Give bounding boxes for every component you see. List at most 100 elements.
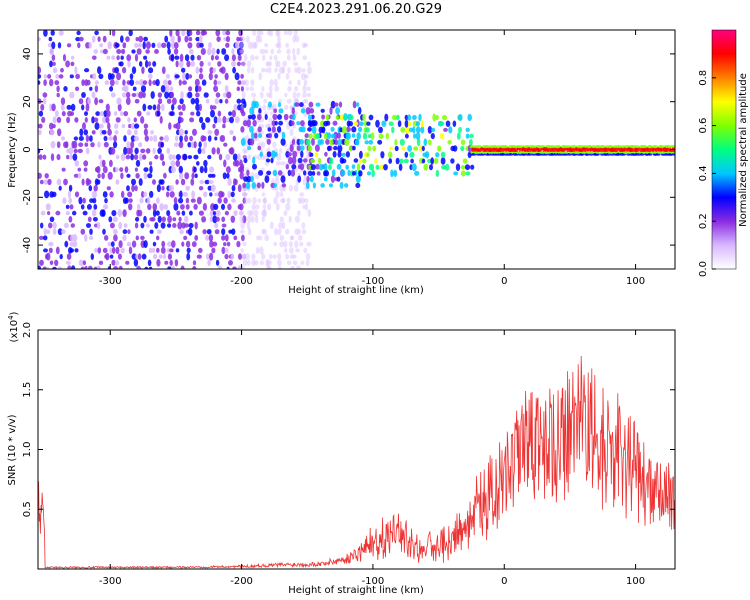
spectrogram-cell <box>247 41 253 50</box>
spectrogram-cell <box>153 135 158 142</box>
spectrogram-cell <box>128 246 133 255</box>
spectrogram-cell <box>167 241 172 247</box>
spectrogram-cell <box>285 203 291 211</box>
spectrogram-cell <box>366 121 371 126</box>
spectrogram-cell <box>160 85 166 93</box>
spectrogram-cell <box>173 48 179 55</box>
spectrogram-cell <box>163 79 168 86</box>
spectrogram-cell <box>237 153 241 161</box>
spectrogram-cell <box>190 61 196 67</box>
spectrogram-cell <box>240 137 246 146</box>
spectrogram-cell <box>290 120 295 126</box>
spectrogram-cell <box>142 91 146 99</box>
spectrogram-cell <box>266 170 272 176</box>
spectrogram-cell <box>391 126 395 134</box>
spectrogram-cell <box>213 85 219 93</box>
spectrogram-cell <box>38 110 44 117</box>
spectrogram-cell <box>324 170 329 177</box>
spectrogram-cell <box>126 141 131 149</box>
spectrogram-cell <box>166 73 170 79</box>
spectrogram-cell <box>177 104 182 111</box>
spectrogram-cell <box>270 48 275 55</box>
spectrogram-cell <box>52 221 57 230</box>
snr-scale-close: ) <box>9 311 20 315</box>
spectrogram-cell <box>303 198 309 203</box>
spectrogram-cell <box>101 209 106 217</box>
spectrogram-cell <box>179 98 184 105</box>
spectrogram-cell <box>210 54 215 61</box>
spectrogram-cell <box>161 42 167 48</box>
spectrogram-cell <box>331 169 336 177</box>
spectrogram-cell <box>125 260 130 265</box>
spectrogram-cell <box>255 246 260 254</box>
spectrogram-cell <box>305 259 310 266</box>
spectrogram-cell <box>133 129 138 136</box>
spectrogram-cell <box>268 133 273 139</box>
spectrogram-cell <box>300 108 306 114</box>
spectrogram-cell <box>286 260 292 265</box>
spectrogram-cell <box>201 79 207 86</box>
spectrogram-cell <box>89 228 93 235</box>
spectrogram-cell <box>118 221 123 230</box>
spectrogram-cell <box>67 190 71 199</box>
spectrogram-cell <box>66 116 71 124</box>
x-tick-label: 0 <box>501 276 507 287</box>
spectrogram-cell <box>46 229 51 234</box>
spectrogram-cell <box>511 145 517 149</box>
spectrogram-cell <box>90 253 95 260</box>
spectrogram-cell <box>308 120 314 128</box>
spectrogram-cell <box>40 104 45 111</box>
spectrogram-cell <box>215 216 220 222</box>
spectrogram-cell <box>86 179 92 185</box>
spectrogram-cell <box>211 47 216 56</box>
spectrogram-cell <box>276 153 282 161</box>
spectrogram-cell <box>378 126 383 134</box>
spectrogram-cell <box>76 30 81 36</box>
spectrogram-cell <box>157 147 162 154</box>
spectrogram-cell <box>266 92 271 98</box>
spectrogram-cell <box>189 135 194 142</box>
spectrogram-cell <box>214 55 219 61</box>
spectrogram-cell <box>396 114 400 121</box>
spectrogram-cell <box>378 133 384 139</box>
spectrogram-cell <box>214 222 219 229</box>
spectrogram-cell <box>105 252 110 261</box>
spectrogram-cell <box>275 190 280 199</box>
spectrogram-cell <box>192 260 197 266</box>
spectrogram-cell <box>68 197 72 204</box>
spectrogram-cell <box>221 48 227 55</box>
spectrogram-cell <box>288 215 292 223</box>
spectrogram-cell <box>140 116 145 124</box>
spectrogram-cell <box>122 42 127 49</box>
spectrogram-cell <box>278 66 284 74</box>
spectrogram-cell <box>412 126 416 134</box>
spectrogram-cell <box>253 42 258 49</box>
spectrogram-cell <box>164 135 169 142</box>
spectrogram-cell <box>166 98 172 104</box>
spectrogram-cell <box>38 154 43 160</box>
spectrogram-cell <box>218 153 223 161</box>
spectrogram-cell <box>434 157 439 165</box>
spectrogram-cell <box>78 136 84 141</box>
spectrogram-cell <box>136 48 142 55</box>
spectrogram-cell <box>323 120 329 127</box>
spectrogram-cell <box>106 110 111 118</box>
snr-scale-label: (x104) <box>7 311 20 342</box>
spectrogram-cell <box>307 145 313 152</box>
spectrogram-cell <box>271 120 276 127</box>
spectrogram-cell <box>197 147 202 155</box>
spectrogram-cell <box>298 234 303 241</box>
spectrogram-cell <box>287 85 292 92</box>
spectrogram-cell <box>77 42 81 49</box>
spectrogram-cell <box>81 178 85 186</box>
spectrogram-cell <box>50 153 55 162</box>
spectrogram-cell <box>68 216 73 223</box>
spectrogram-cell <box>146 223 150 228</box>
spectrogram-cell <box>302 55 308 60</box>
spectrogram-cell <box>157 215 162 223</box>
spectrogram-cell <box>274 67 278 73</box>
spectrogram-cell <box>275 30 279 37</box>
spectrogram-cell <box>247 154 252 160</box>
spectrogram-cell <box>75 86 80 92</box>
spectrogram-cell <box>221 246 226 255</box>
